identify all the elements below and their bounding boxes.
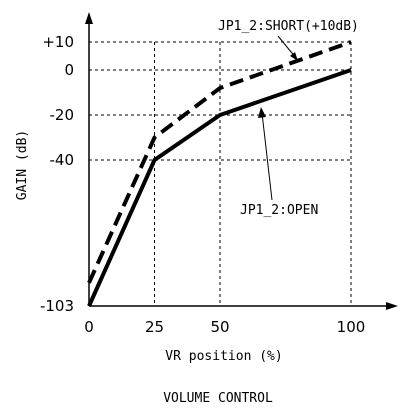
series-line-open <box>87 68 352 307</box>
series-label-open: JP1_2:OPEN <box>240 203 318 218</box>
x-axis-title: VR position (%) <box>165 349 282 364</box>
x-axis-arrow <box>386 302 398 310</box>
axes <box>85 12 398 310</box>
series-line-short <box>87 40 352 284</box>
leader-arrow-short <box>290 52 298 61</box>
y-axis-arrow <box>85 12 93 24</box>
x-tick-label: 50 <box>210 318 229 336</box>
chart-caption: VOLUME CONTROL <box>163 391 273 406</box>
series-group <box>87 40 352 307</box>
y-tick-label: +10 <box>42 33 74 51</box>
annotations: JP1_2:SHORT(+10dB) JP1_2:OPEN <box>218 19 359 218</box>
y-tick-label: 0 <box>64 61 74 79</box>
y-tick-label: -40 <box>50 151 75 169</box>
leader-arrow-open <box>258 107 266 118</box>
x-tick-label: 25 <box>145 318 164 336</box>
series-label-short: JP1_2:SHORT(+10dB) <box>218 19 359 34</box>
x-tick-label: 0 <box>84 318 94 336</box>
y-tick-label: -103 <box>40 297 74 315</box>
grid <box>89 41 352 306</box>
leader-line-open <box>261 112 273 201</box>
y-axis-title: GAIN (dB) <box>15 130 30 200</box>
y-tick-label: -20 <box>50 106 75 124</box>
tick-labels: +10 0 -20 -40 -103 0 25 50 100 <box>40 33 365 336</box>
x-tick-label: 100 <box>337 318 366 336</box>
